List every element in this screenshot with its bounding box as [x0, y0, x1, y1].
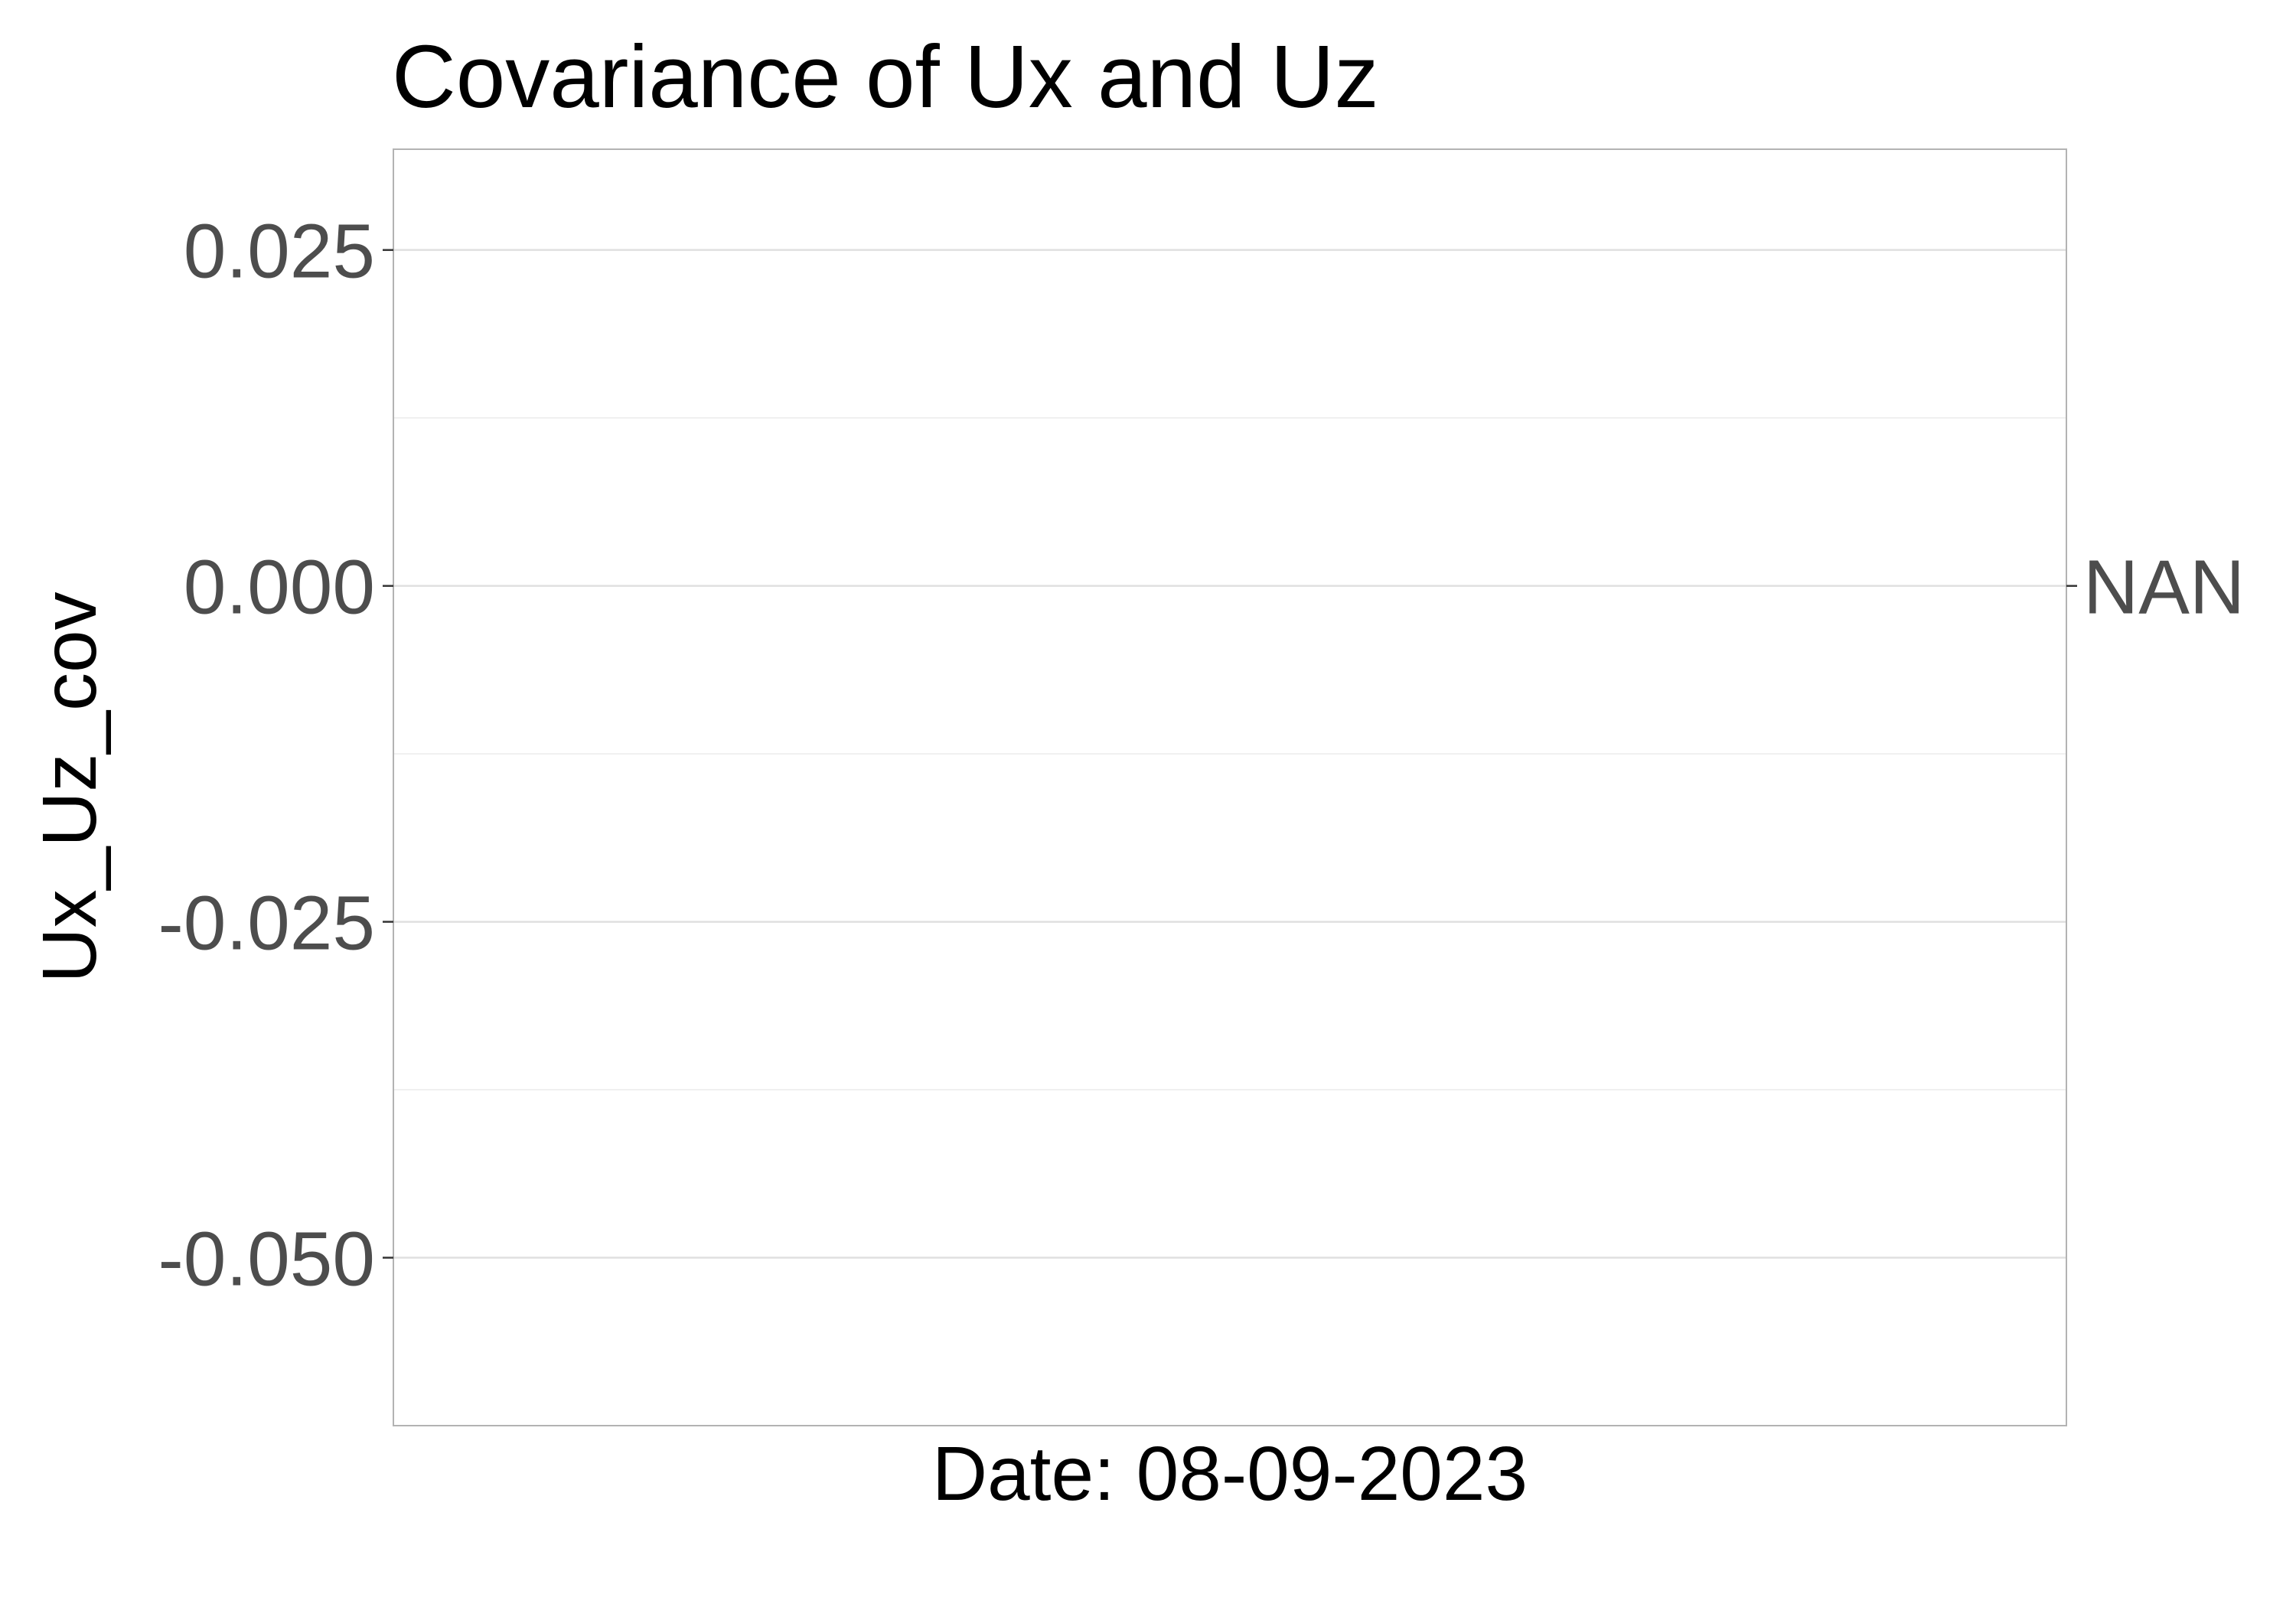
y-tick-label-4: -0.050 — [158, 1217, 375, 1302]
series-end-label-1: NAN — [2083, 545, 2245, 631]
chart-title: Covariance of Ux and Uz — [392, 27, 1378, 126]
plot-panel — [393, 148, 2067, 1426]
series-labels: NAN — [2066, 545, 2245, 631]
y-axis-title: Ux_Uz_cov — [27, 592, 113, 983]
y-tick-label-3: -0.025 — [158, 881, 375, 966]
x-axis-title: Date: 08-09-2023 — [932, 1431, 1528, 1517]
major-gridlines — [393, 249, 2066, 1259]
y-tick-label-2: 0.000 — [184, 545, 375, 631]
y-tick-label-1: 0.025 — [184, 209, 375, 295]
y-axis: 0.025 0.000 -0.025 -0.050 — [158, 209, 393, 1302]
